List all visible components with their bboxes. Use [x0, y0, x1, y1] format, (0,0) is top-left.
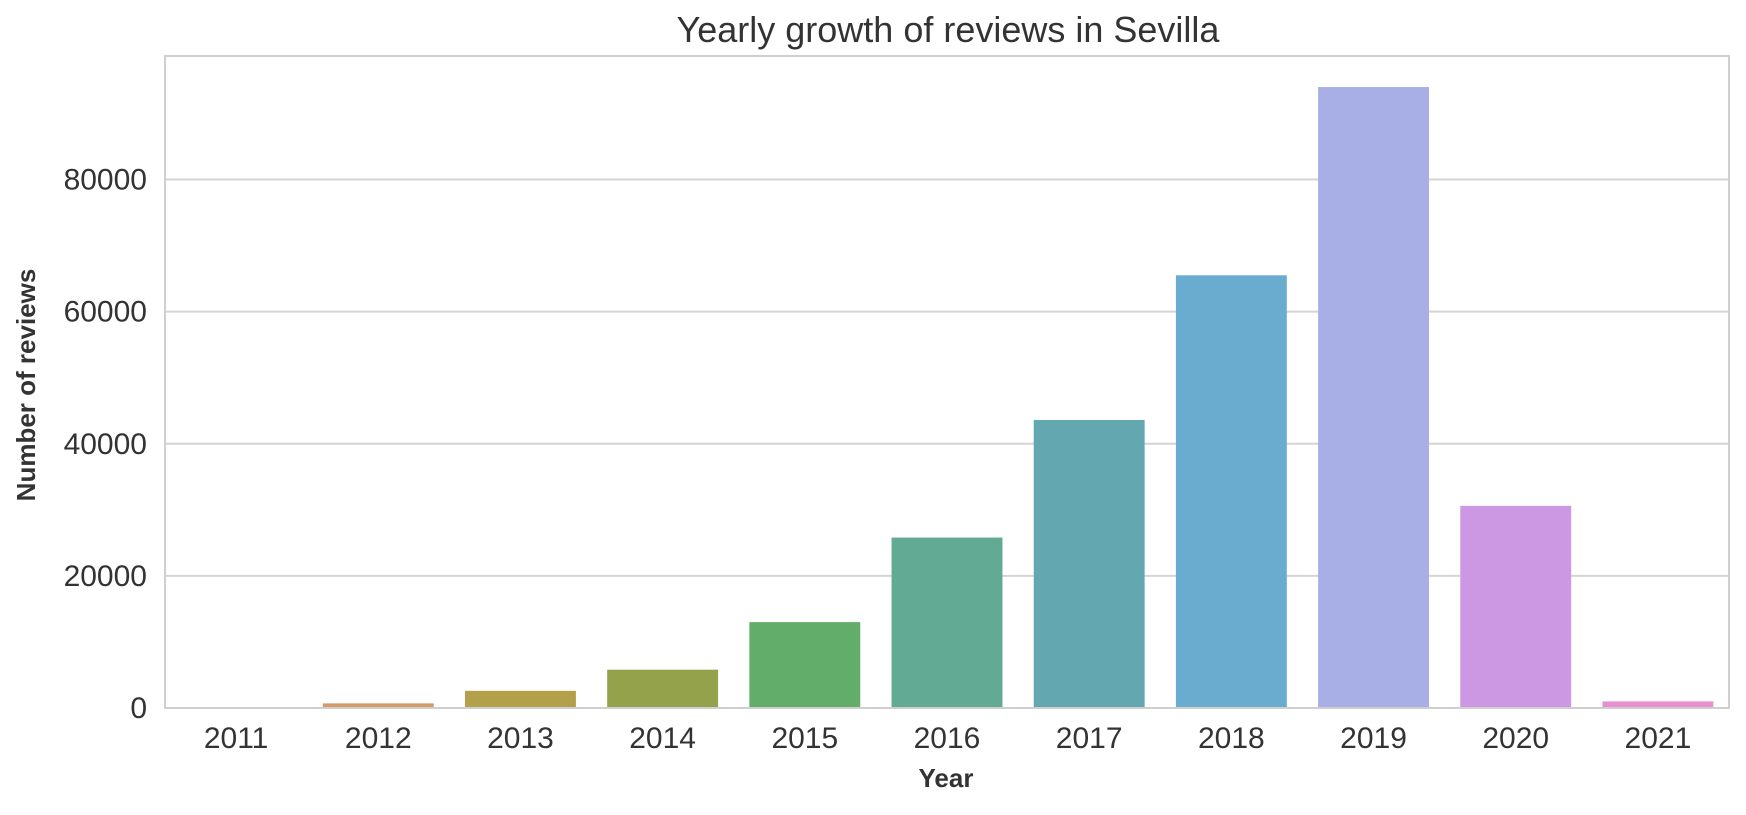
x-tick-label: 2020 [1482, 722, 1549, 755]
y-axis-label: Number of reviews [11, 269, 41, 502]
bar-2013 [465, 690, 576, 708]
y-tick-label: 60000 [64, 296, 147, 329]
chart-title: Yearly growth of reviews in Sevilla [677, 9, 1221, 50]
y-tick-label: 40000 [64, 428, 147, 461]
x-tick-label: 2021 [1625, 722, 1692, 755]
bars [180, 87, 1714, 709]
x-tick-label: 2016 [914, 722, 981, 755]
bar-2018 [1175, 275, 1287, 708]
x-tick-label: 2014 [629, 722, 696, 755]
x-tick-labels: 2011 2012 2013 2014 2015 2016 2017 2018 2019 2020… [204, 722, 1691, 755]
x-tick-label: 2011 [204, 722, 269, 755]
bar-2021 [1602, 701, 1714, 708]
x-tick-label: 2015 [771, 722, 838, 755]
x-tick-label: 2017 [1056, 722, 1123, 755]
x-tick-label: 2012 [345, 722, 412, 755]
x-tick-label: 2019 [1340, 722, 1407, 755]
x-tick-label: 2013 [487, 722, 554, 755]
y-tick-label: 0 [130, 692, 147, 725]
x-axis-label: Year [919, 763, 974, 793]
bar-2016 [891, 537, 1003, 708]
bar-2017 [1033, 419, 1145, 708]
x-tick-label: 2018 [1198, 722, 1265, 755]
bar-2019 [1318, 87, 1429, 709]
y-tick-label: 20000 [64, 560, 147, 593]
bar-2020 [1460, 505, 1572, 708]
y-tick-labels: 0 20000 40000 60000 80000 [64, 164, 147, 725]
y-tick-label: 80000 [64, 164, 147, 197]
bar-2014 [607, 669, 719, 708]
bar-2015 [749, 622, 861, 708]
bar-2012 [322, 703, 434, 708]
plot-frame [164, 55, 1730, 709]
